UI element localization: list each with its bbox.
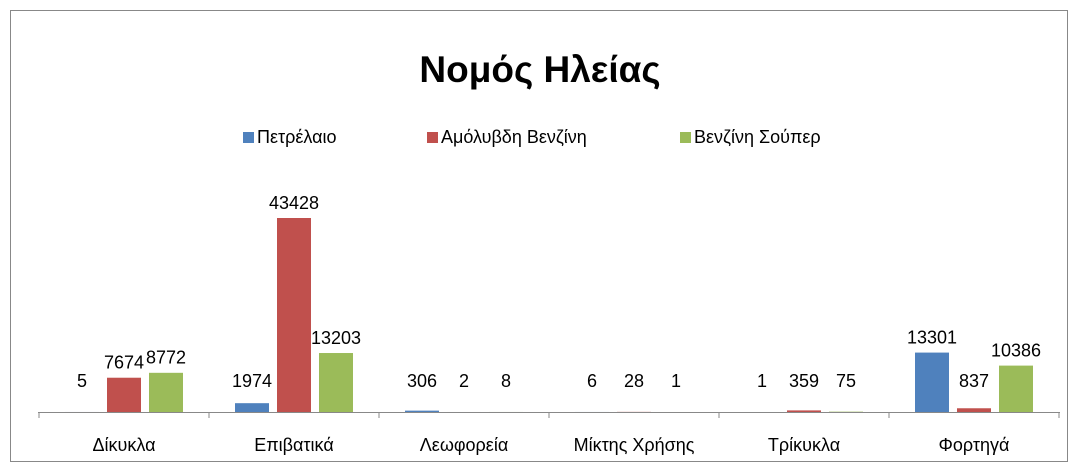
data-label: 2 [459,371,469,391]
bar [915,352,949,412]
data-label: 306 [407,371,437,391]
legend-swatch [243,132,254,143]
bar [319,353,353,412]
data-label: 10386 [991,340,1041,360]
bar [405,410,439,412]
data-label: 1 [671,371,681,391]
data-label: 359 [789,371,819,391]
bar [999,365,1033,412]
legend-label: Πετρέλαιο [257,127,337,147]
x-tick-label: Μίκτης Χρήσης [574,435,695,455]
bar [149,372,183,412]
data-label: 8772 [146,348,186,368]
chart-title: Νομός Ηλείας [419,49,660,90]
data-label: 1 [757,371,767,391]
data-label: 7674 [104,352,144,372]
data-label: 75 [836,371,856,391]
x-tick-label: Φορτηγά [939,435,1010,455]
data-label: 6 [587,371,597,391]
data-label: 43428 [269,193,319,213]
bar [235,403,269,412]
chart-border [10,10,1068,462]
x-tick-label: Δίκυκλα [93,435,156,455]
bar [107,377,141,412]
data-label: 28 [624,371,644,391]
bar [277,218,311,412]
data-label: 837 [959,371,989,391]
x-tick-label: Λεωφορεία [420,435,508,455]
data-label: 13203 [311,328,361,348]
data-label: 1974 [232,371,272,391]
x-tick-label: Επιβατικά [254,435,333,455]
data-label: 8 [501,371,511,391]
x-tick-label: Τρίκυκλα [768,435,840,455]
legend-swatch [427,132,438,143]
data-label: 5 [77,371,87,391]
legend-label: Βενζίνη Σούπερ [694,127,821,147]
data-label: 13301 [907,327,957,347]
bar [787,410,821,412]
legend-swatch [680,132,691,143]
bar [957,408,991,412]
legend-label: Αμόλυβδη Βενζίνη [441,127,587,147]
